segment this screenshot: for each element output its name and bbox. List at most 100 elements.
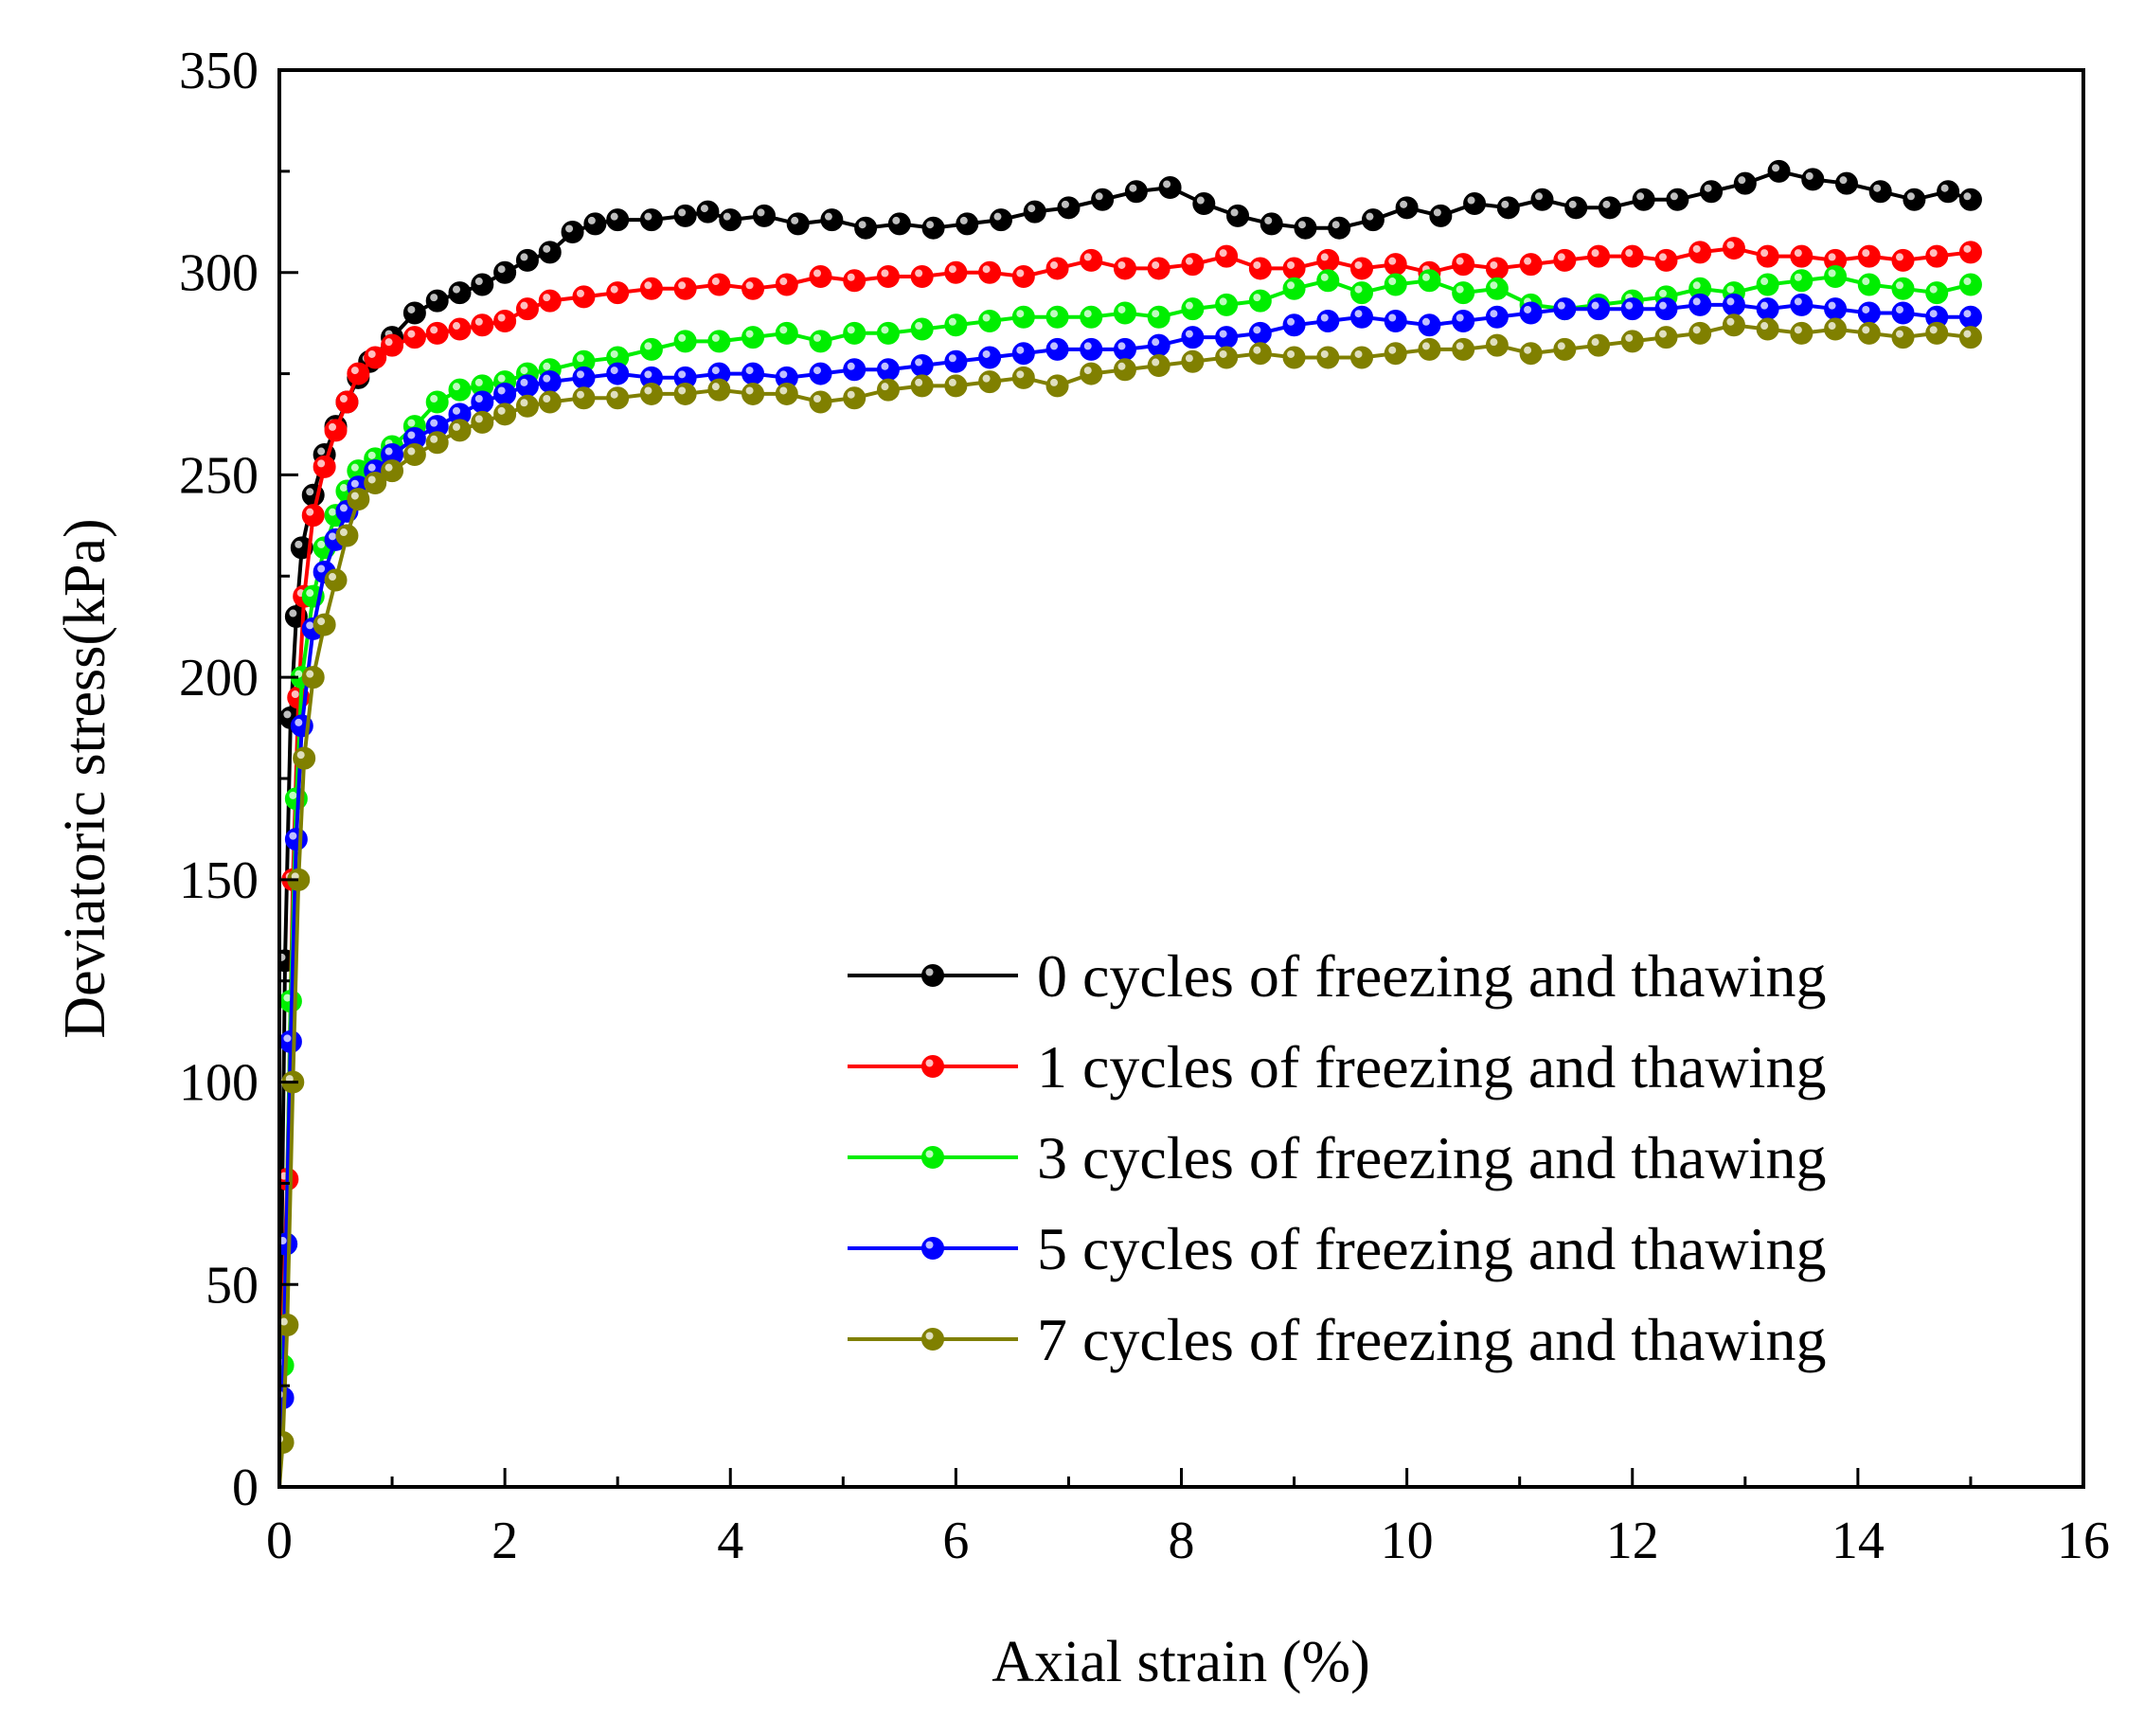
marker-highlight: [948, 378, 956, 386]
data-point: [1463, 192, 1487, 216]
marker-highlight: [779, 277, 788, 286]
data-point: [471, 390, 494, 414]
data-point: [752, 204, 776, 227]
data-point: [381, 459, 404, 483]
data-point: [1181, 349, 1205, 373]
marker-highlight: [1738, 176, 1746, 185]
marker-highlight: [925, 968, 934, 976]
data-point: [707, 273, 731, 296]
axis-ticks: [277, 68, 2085, 1489]
marker-highlight: [474, 317, 483, 326]
data-point: [1722, 313, 1745, 337]
data-point: [921, 1146, 944, 1169]
data-point: [1045, 305, 1069, 329]
data-point: [1700, 180, 1724, 204]
data-point: [515, 297, 539, 321]
marker-highlight: [283, 1034, 292, 1043]
legend-label: 7 cycles of freezing and thawing: [1037, 1306, 1826, 1373]
marker-highlight: [1050, 378, 1059, 386]
marker-highlight: [813, 367, 821, 375]
marker-highlight: [1794, 273, 1802, 281]
data-point: [809, 390, 832, 414]
data-point: [1564, 196, 1588, 220]
marker-highlight: [779, 370, 788, 379]
data-point: [741, 277, 765, 300]
data-point: [425, 390, 449, 414]
data-point: [1429, 204, 1453, 227]
data-point: [843, 358, 867, 382]
data-point: [1418, 337, 1441, 361]
marker-highlight: [497, 406, 506, 415]
data-point: [293, 746, 316, 770]
marker-highlight: [497, 265, 506, 274]
marker-highlight: [520, 399, 528, 407]
data-point: [1350, 257, 1373, 280]
marker-highlight: [576, 390, 584, 399]
data-point: [1282, 277, 1306, 300]
data-point: [313, 455, 336, 478]
data-point: [606, 208, 630, 232]
marker-highlight: [1456, 257, 1464, 265]
marker-highlight: [306, 508, 314, 516]
marker-highlight: [497, 313, 506, 322]
data-point: [1045, 257, 1069, 280]
data-point: [1080, 248, 1103, 272]
marker-highlight: [644, 212, 652, 221]
data-point: [583, 212, 607, 236]
marker-highlight: [1467, 196, 1475, 205]
marker-highlight: [1388, 257, 1397, 265]
marker-highlight: [1366, 212, 1374, 221]
marker-highlight: [711, 367, 720, 375]
marker-highlight: [565, 224, 574, 233]
data-point: [1485, 257, 1509, 280]
legend-item: 0 cycles of freezing and thawing: [848, 942, 1826, 1010]
data-point: [1824, 297, 1848, 321]
data-point: [1958, 241, 1982, 264]
data-point: [1124, 180, 1148, 204]
data-point: [1147, 257, 1170, 280]
data-point: [301, 504, 325, 528]
marker-highlight: [1658, 301, 1667, 310]
marker-highlight: [723, 212, 731, 221]
data-point: [910, 354, 934, 378]
x-tick-label: 4: [717, 1512, 743, 1570]
y-tick-label: 0: [232, 1459, 259, 1517]
x-tick-label: 12: [1606, 1512, 1659, 1570]
marker-highlight: [847, 362, 855, 370]
marker-highlight: [306, 589, 314, 598]
y-tick-label: 350: [179, 42, 259, 100]
marker-highlight: [1794, 297, 1802, 306]
data-point: [1328, 216, 1351, 240]
marker-highlight: [1320, 273, 1329, 281]
marker-highlight: [384, 463, 393, 472]
data-point: [1756, 244, 1779, 268]
marker-highlight: [1906, 192, 1915, 201]
data-point: [1553, 297, 1577, 321]
marker-highlight: [847, 273, 855, 281]
marker-highlight: [1061, 200, 1069, 208]
data-point: [1158, 175, 1182, 199]
marker-highlight: [813, 333, 821, 342]
marker-highlight: [1591, 249, 1599, 258]
data-point: [572, 386, 596, 410]
marker-highlight: [1095, 192, 1103, 201]
marker-highlight: [892, 216, 901, 224]
data-point: [1113, 337, 1136, 361]
data-point: [1260, 212, 1283, 236]
marker-highlight: [576, 370, 584, 379]
marker-highlight: [1862, 326, 1870, 334]
data-point: [639, 382, 663, 405]
marker-highlight: [1050, 342, 1059, 350]
marker-highlight: [745, 386, 754, 395]
marker-highlight: [520, 378, 528, 386]
data-point: [1756, 273, 1779, 296]
marker-highlight: [644, 370, 652, 379]
marker-highlight: [1692, 326, 1701, 334]
marker-highlight: [317, 564, 326, 573]
data-point: [978, 370, 1002, 394]
data-point: [639, 208, 663, 232]
marker-highlight: [474, 415, 483, 423]
marker-highlight: [1772, 164, 1780, 172]
data-point: [1181, 297, 1205, 321]
marker-highlight: [291, 690, 299, 699]
